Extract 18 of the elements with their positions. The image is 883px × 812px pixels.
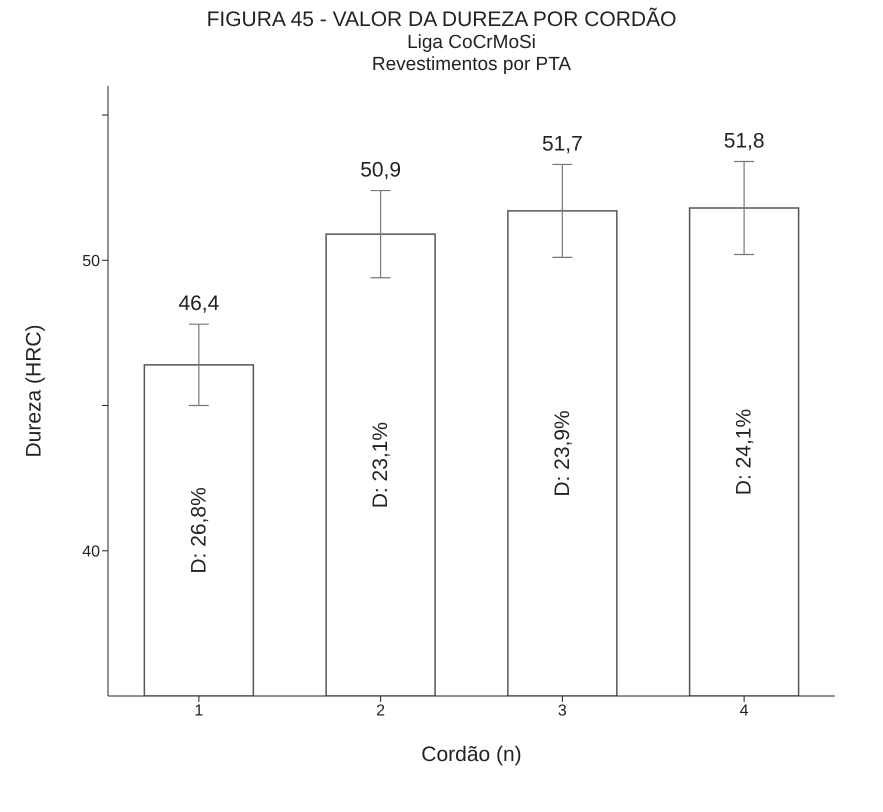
annotation: D: 23,1% [369,422,392,508]
annotation: D: 26,8% [187,487,210,574]
x-tick-label: 2 [376,702,386,720]
data-label: 46,4 [178,292,220,316]
x-axis-title: Cordão (n) [421,743,522,766]
x-tick-label: 4 [740,702,749,720]
annotation: D: 23,9% [550,410,574,497]
y-tick-label: 50 [82,252,100,270]
x-tick-label: 1 [194,702,204,720]
y-tick-label: 40 [82,543,100,560]
annotation: D: 24,1% [732,408,756,496]
data-label: 51,7 [542,132,583,156]
data-label: 50,9 [360,158,402,182]
y-axis-title: Dureza (HRC) [22,324,46,458]
chart-subtitle: Liga CoCrMoSi Revestimentos por PTA [370,32,572,76]
data-label: 51,8 [724,130,765,153]
x-tick-label: 3 [558,702,567,720]
chart-title: FIGURA 45 - VALOR DA DUREZA POR CORDÃO [206,8,678,32]
